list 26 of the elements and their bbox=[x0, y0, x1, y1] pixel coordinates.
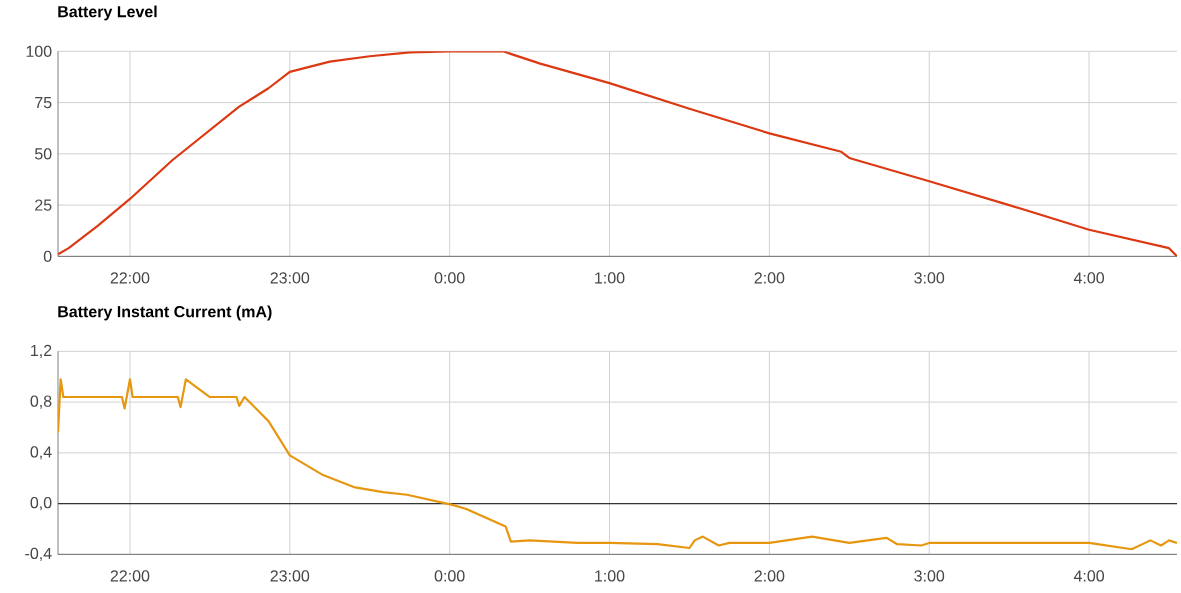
y-tick-label: 75 bbox=[35, 96, 52, 108]
chart-title: Battery Level bbox=[58, 5, 157, 21]
x-tick-label: 23:00 bbox=[270, 570, 310, 582]
y-tick-label: 25 bbox=[35, 199, 52, 211]
x-tick-label: 23:00 bbox=[270, 272, 310, 284]
x-tick-label: 22:00 bbox=[110, 570, 150, 582]
x-tick-label: 4:00 bbox=[1073, 570, 1105, 582]
x-tick-label: 3:00 bbox=[914, 272, 945, 284]
y-tick-label: 100 bbox=[26, 45, 52, 57]
x-tick-label: 2:00 bbox=[754, 272, 785, 284]
x-tick-label: 3:00 bbox=[914, 570, 945, 582]
x-tick-label: 0:00 bbox=[434, 570, 465, 582]
y-tick-label: 0,4 bbox=[30, 446, 52, 460]
x-tick-label: 22:00 bbox=[110, 272, 150, 284]
x-tick-label: 1:00 bbox=[595, 272, 625, 284]
x-tick-label: 1:00 bbox=[595, 570, 625, 582]
chart-title: Battery Instant Current (mA) bbox=[58, 305, 272, 321]
y-tick-label: 0,0 bbox=[30, 496, 52, 511]
y-tick-label: 1,2 bbox=[31, 344, 52, 358]
y-tick-label: 0,8 bbox=[30, 395, 52, 409]
x-tick-label: 2:00 bbox=[754, 570, 785, 582]
x-tick-label: 4:00 bbox=[1073, 272, 1105, 284]
x-tick-label: 0:00 bbox=[434, 272, 465, 284]
y-tick-label: 50 bbox=[34, 148, 52, 160]
y-tick-label: 0 bbox=[43, 250, 52, 262]
y-tick-label: -0,4 bbox=[25, 547, 52, 561]
